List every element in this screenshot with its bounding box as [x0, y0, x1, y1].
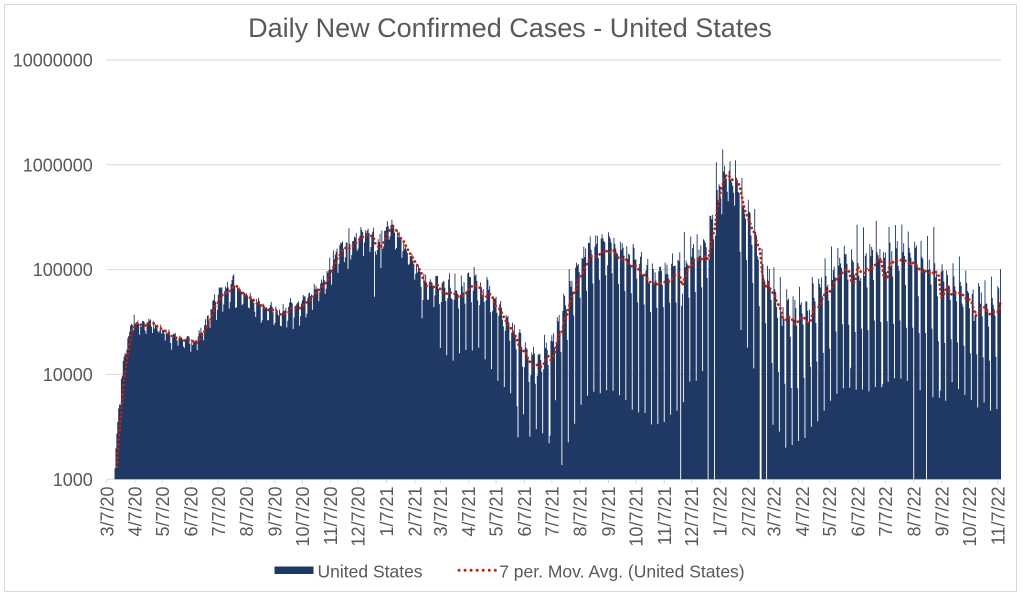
svg-text:1000000: 1000000	[23, 155, 93, 175]
svg-text:2/7/22: 2/7/22	[739, 487, 759, 537]
svg-text:6/7/20: 6/7/20	[181, 487, 201, 537]
svg-text:1000: 1000	[53, 470, 93, 490]
svg-text:8/7/20: 8/7/20	[237, 487, 257, 537]
svg-text:4/7/22: 4/7/22	[793, 487, 813, 537]
svg-text:5/7/21: 5/7/21	[487, 487, 507, 537]
svg-text:10/7/21: 10/7/21	[626, 487, 646, 547]
svg-text:1/7/21: 1/7/21	[377, 487, 397, 537]
svg-text:6/7/21: 6/7/21	[515, 487, 535, 537]
svg-text:3/7/22: 3/7/22	[764, 487, 784, 537]
svg-text:5/7/22: 5/7/22	[820, 487, 840, 537]
svg-text:4/7/20: 4/7/20	[126, 487, 146, 537]
svg-text:10/7/22: 10/7/22	[960, 487, 980, 547]
svg-text:6/7/22: 6/7/22	[849, 487, 869, 537]
svg-text:9/7/21: 9/7/21	[599, 487, 619, 537]
svg-text:7/7/21: 7/7/21	[542, 487, 562, 537]
svg-text:1/7/22: 1/7/22	[711, 487, 731, 537]
svg-text:8/7/22: 8/7/22	[904, 487, 924, 537]
svg-text:2/7/21: 2/7/21	[405, 487, 425, 537]
svg-text:10000: 10000	[43, 365, 93, 385]
svg-text:12/7/20: 12/7/20	[349, 487, 369, 547]
svg-text:100000: 100000	[33, 260, 93, 280]
svg-text:9/7/20: 9/7/20	[265, 487, 285, 537]
svg-text:12/7/21: 12/7/21	[682, 487, 702, 547]
svg-text:3/7/20: 3/7/20	[97, 487, 117, 537]
svg-text:3/7/21: 3/7/21	[431, 487, 451, 537]
svg-text:11/7/20: 11/7/20	[321, 487, 341, 546]
svg-text:7 per. Mov. Avg. (United State: 7 per. Mov. Avg. (United States)	[499, 561, 744, 581]
svg-text:United States: United States	[318, 561, 423, 581]
svg-text:8/7/21: 8/7/21	[571, 487, 591, 537]
svg-text:10/7/20: 10/7/20	[293, 487, 313, 547]
svg-text:11/7/22: 11/7/22	[988, 487, 1008, 546]
svg-text:10000000: 10000000	[13, 51, 93, 71]
svg-text:9/7/22: 9/7/22	[933, 487, 953, 537]
svg-text:7/7/22: 7/7/22	[876, 487, 896, 537]
svg-text:7/7/20: 7/7/20	[209, 487, 229, 537]
svg-text:4/7/21: 4/7/21	[459, 486, 479, 536]
svg-text:11/7/21: 11/7/21	[655, 487, 675, 546]
svg-text:Daily New Confirmed Cases - Un: Daily New Confirmed Cases - United State…	[248, 13, 772, 43]
svg-text:5/7/20: 5/7/20	[153, 487, 173, 537]
